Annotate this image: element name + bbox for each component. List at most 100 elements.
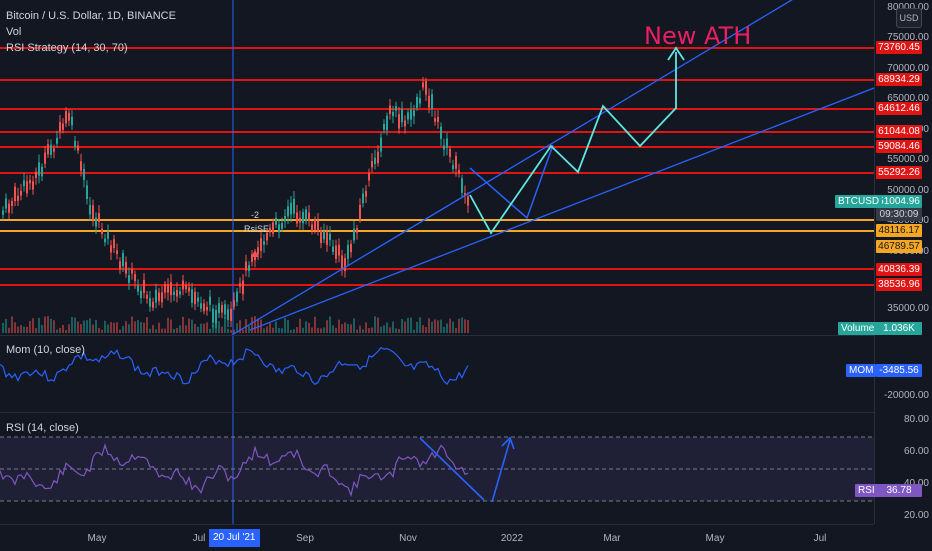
rsi-line	[0, 442, 469, 498]
trendline-lower	[249, 87, 874, 331]
current-price-tag[interactable]: 51004.96	[876, 195, 922, 208]
candle-body	[371, 161, 373, 168]
level-tag[interactable]: 73760.45	[876, 41, 922, 54]
rsi-pane-title[interactable]: RSI (14, close)	[6, 422, 79, 434]
volume-bar	[161, 328, 163, 333]
pane-separator-rsi[interactable]	[0, 412, 932, 413]
volume-bar	[125, 321, 127, 333]
volume-bar	[275, 321, 277, 333]
candle-body	[404, 120, 406, 127]
volume-bar	[152, 325, 154, 333]
level-tag[interactable]: 64612.46	[876, 102, 922, 115]
candle-body	[311, 224, 313, 231]
volume-legend[interactable]: Vol	[6, 26, 22, 38]
price-tick: 35000.00	[887, 303, 929, 314]
candle-body	[80, 161, 82, 171]
volume-bar	[71, 316, 73, 333]
volume-bar	[221, 326, 223, 333]
currency-button[interactable]: USD	[896, 8, 922, 28]
volume-bar	[272, 327, 274, 333]
candle-body	[467, 196, 469, 206]
level-tag[interactable]: 61044.08	[876, 125, 922, 138]
price-tick: 70000.00	[887, 63, 929, 74]
level-tag[interactable]: 38536.96	[876, 278, 922, 291]
candle-body	[350, 243, 352, 253]
candle-body	[278, 224, 280, 233]
strategy-legend[interactable]: RSI Strategy (14, 30, 70)	[6, 42, 128, 54]
volume-bar	[338, 319, 340, 333]
price-tick: 75000.00	[887, 32, 929, 43]
volume-bar	[437, 320, 439, 333]
symbol-title[interactable]: Bitcoin / U.S. Dollar, 1D, BINANCE	[6, 10, 176, 22]
projection-path-cyan	[469, 52, 677, 235]
volume-bar	[452, 321, 454, 333]
level-tag[interactable]: 40836.39	[876, 263, 922, 276]
volume-bar	[122, 326, 124, 333]
volume-bar	[407, 317, 409, 333]
candle-body	[251, 254, 253, 262]
candle-body	[77, 145, 79, 151]
volume-bar	[317, 327, 319, 333]
volume-bar	[185, 325, 187, 333]
volume-bar	[302, 327, 304, 333]
candle-body	[455, 156, 457, 169]
candle-body	[68, 112, 70, 121]
volume-bar	[236, 323, 238, 333]
volume-bar	[233, 329, 235, 333]
volume-bar	[428, 318, 430, 333]
volume-bar	[374, 316, 376, 333]
volume-bar	[287, 319, 289, 333]
signal-qty-label: -2	[251, 210, 260, 220]
candle-body	[263, 241, 265, 245]
time-label: May	[705, 533, 725, 544]
candle-body	[32, 181, 34, 190]
mom-pane-title[interactable]: Mom (10, close)	[6, 344, 85, 356]
candle-body	[242, 280, 244, 295]
volume-bar	[38, 317, 40, 333]
pane-separator-mom[interactable]	[0, 335, 932, 336]
candle-body	[53, 148, 55, 152]
level-tag[interactable]: 55292.26	[876, 166, 922, 179]
volume-bar	[284, 317, 286, 333]
candle-body	[332, 246, 334, 252]
volume-bar	[263, 328, 265, 333]
level-tag[interactable]: 68934.29	[876, 73, 922, 86]
volume-bar	[47, 316, 49, 333]
new-ath-annotation[interactable]: New ATH	[644, 22, 752, 50]
volume-bar	[350, 324, 352, 333]
candle-body	[425, 80, 427, 95]
volume-bar	[353, 318, 355, 333]
level-tag[interactable]: 46789.57	[876, 240, 922, 253]
volume-bar	[170, 319, 172, 333]
volume-bar	[215, 318, 217, 333]
time-axis[interactable]: May Jul Sep Nov 2022 Mar May Jul 20 Jul …	[0, 524, 874, 551]
candle-body	[227, 309, 229, 320]
volume-bar	[68, 324, 70, 333]
candle-body	[155, 289, 157, 303]
volume-bar	[329, 316, 331, 333]
candle-body	[62, 123, 64, 130]
volume-bar	[89, 318, 91, 333]
volume-bar	[26, 326, 28, 333]
projection-path-blue	[469, 144, 554, 220]
level-tag[interactable]: 48116.17	[876, 224, 922, 237]
candle-body	[113, 239, 115, 249]
volume-bar	[113, 322, 115, 333]
volume-bar	[146, 317, 148, 333]
candle-body	[47, 144, 49, 155]
chart-canvas[interactable]	[0, 0, 874, 524]
volume-bar	[59, 327, 61, 333]
candle-body	[392, 111, 394, 117]
volume-bar	[332, 325, 334, 333]
volume-bar	[404, 321, 406, 333]
volume-bar	[422, 325, 424, 333]
candle-body	[257, 247, 259, 255]
candle-body	[164, 284, 166, 293]
volume-bar	[416, 321, 418, 333]
mom-label-tag: MOM	[846, 364, 877, 377]
level-tag[interactable]: 59084.46	[876, 140, 922, 153]
candle-body	[41, 166, 43, 177]
candle-body	[89, 204, 91, 215]
candle-body	[266, 232, 268, 241]
price-tick: 80000.00	[887, 2, 929, 14]
